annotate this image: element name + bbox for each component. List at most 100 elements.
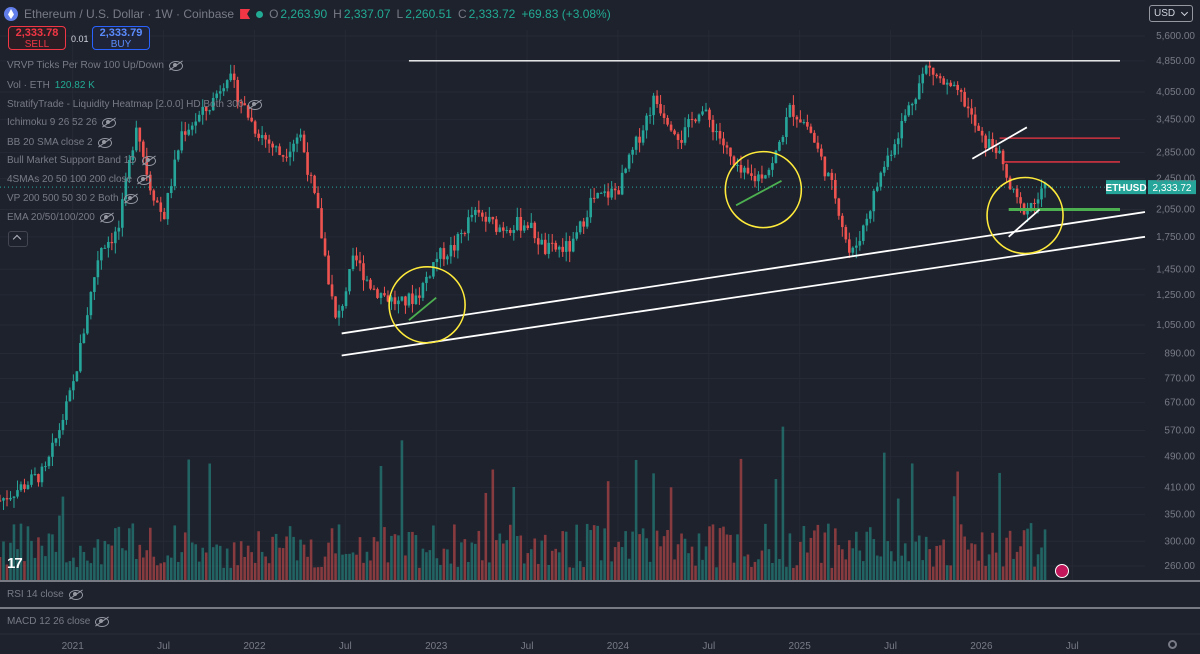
volume-bar (351, 552, 355, 580)
volume-bar (1026, 528, 1029, 580)
sell-button[interactable]: 2,333.78 SELL (8, 26, 66, 50)
candle-body (515, 216, 519, 230)
candle-body (33, 474, 37, 476)
eye-hidden-icon[interactable] (141, 155, 156, 166)
eye-hidden-icon[interactable] (99, 212, 114, 223)
candle-body (631, 149, 634, 155)
last-price-tag-bg (1148, 180, 1196, 195)
price-tick-label: 410.00 (1164, 482, 1195, 493)
volume-bar (449, 563, 453, 580)
candle-body (449, 245, 453, 257)
candle-body (107, 241, 110, 248)
candle-body (190, 125, 194, 130)
volume-bar (488, 562, 491, 580)
candle-body (470, 214, 474, 218)
candle-body (82, 333, 86, 343)
candle-body (694, 119, 697, 122)
volume-bar (358, 537, 362, 580)
volume-bar (491, 469, 495, 580)
volume-bar (72, 557, 75, 580)
eye-hidden-icon[interactable] (68, 589, 83, 600)
candle-body (977, 125, 980, 131)
close-value: 2,333.72 (468, 7, 516, 21)
tradingview-logo[interactable]: 17 (7, 555, 23, 572)
ohlc-high: H 2,337.07 (333, 7, 391, 21)
candle-body (114, 231, 117, 244)
candle-body (935, 74, 938, 77)
candle-body (407, 293, 411, 306)
settings-gear-icon[interactable] (1168, 640, 1177, 649)
buy-button[interactable]: 2,333.79 BUY (92, 26, 150, 50)
ohlc-low: L 2,260.51 (396, 7, 452, 21)
volume-bar (606, 481, 610, 580)
candle-body (355, 255, 358, 261)
indicator-row[interactable]: VRVP Ticks Per Row 100 Up/Down (7, 60, 183, 71)
candle-body (103, 247, 107, 249)
eye-hidden-icon[interactable] (95, 616, 110, 627)
candle-body (362, 263, 365, 281)
eye-hidden-icon[interactable] (97, 137, 112, 148)
symbol-title[interactable]: Ethereum / U.S. Dollar · 1W · Coinbase (24, 7, 235, 21)
candle-body (278, 146, 281, 156)
volume-bar (404, 555, 407, 580)
candle-body (232, 73, 236, 80)
indicator-row[interactable]: Bull Market Support Band 1D (7, 155, 156, 166)
candle-body (648, 115, 652, 117)
indicator-row[interactable]: BB 20 SMA close 2 (7, 137, 112, 148)
eye-hidden-icon[interactable] (248, 99, 263, 110)
volume-bar (432, 525, 435, 580)
eye-hidden-icon[interactable] (102, 117, 117, 128)
trendline (971, 126, 1028, 160)
candle-body (645, 115, 648, 131)
volume-bar (683, 538, 687, 580)
collapse-legend-button[interactable] (8, 231, 28, 247)
rsi-pane-label[interactable]: RSI 14 close (7, 589, 83, 600)
volume-bar (446, 549, 449, 580)
indicator-row[interactable]: 4SMAs 20 50 100 200 close (7, 174, 152, 185)
candle-body (1012, 188, 1015, 190)
eye-hidden-icon[interactable] (137, 174, 152, 185)
macd-pane-label[interactable]: MACD 12 26 close (7, 616, 110, 627)
candle-body (522, 225, 526, 231)
indicator-row[interactable]: Vol · ETH 120.82 K (7, 80, 95, 91)
candle-body (0, 500, 2, 502)
eye-hidden-icon[interactable] (168, 60, 183, 71)
flag-icon[interactable] (240, 9, 251, 19)
volume-bar (578, 561, 582, 580)
candle-body (991, 138, 994, 148)
candle-body (316, 192, 320, 209)
candle-body (299, 134, 302, 138)
volume-bar (418, 567, 421, 580)
eye-hidden-icon[interactable] (123, 193, 138, 204)
candle-body (68, 390, 72, 402)
us-flag-icon[interactable] (1055, 564, 1069, 578)
volume-bar (907, 561, 911, 580)
indicator-row[interactable]: VP 200 500 50 30 2 Both (7, 193, 138, 204)
candle-body (239, 101, 243, 104)
volume-bar (659, 546, 662, 580)
currency-select[interactable]: USD (1149, 5, 1193, 22)
time-axis[interactable]: 2021 Jul 2022 Jul 2023 Jul 2024 Jul 2025 Jul 2026 J… (62, 641, 1079, 652)
volume-bar (47, 533, 51, 580)
volume-bar (568, 567, 572, 580)
volume-bar (393, 534, 397, 580)
volume-bar (208, 463, 212, 580)
indicator-name: VRVP Ticks Per Row 100 Up/Down (7, 60, 164, 71)
candle-body (704, 109, 708, 112)
indicator-row[interactable]: EMA 20/50/100/200 (7, 212, 114, 223)
candle-body (872, 190, 876, 212)
indicator-row[interactable]: StratifyTrade - Liquidity Heatmap [2.0.0… (7, 99, 263, 110)
indicator-row[interactable]: Ichimoku 9 26 52 26 (7, 117, 117, 128)
sell-label: SELL (24, 39, 50, 50)
indicator-name: 4SMAs 20 50 100 200 close (7, 174, 133, 185)
candle-body (942, 78, 945, 85)
volume-bar (194, 544, 198, 580)
candle-body (1008, 177, 1012, 190)
price-axis[interactable]: 5,600.00 4,850.00 4,050.00 3,450.00 2,850.00… (1156, 31, 1195, 572)
highlight-circle (986, 176, 1064, 255)
volume-bar (376, 541, 379, 580)
candle-body (627, 154, 631, 169)
volume-bar (806, 552, 809, 580)
candle-body (379, 293, 383, 298)
